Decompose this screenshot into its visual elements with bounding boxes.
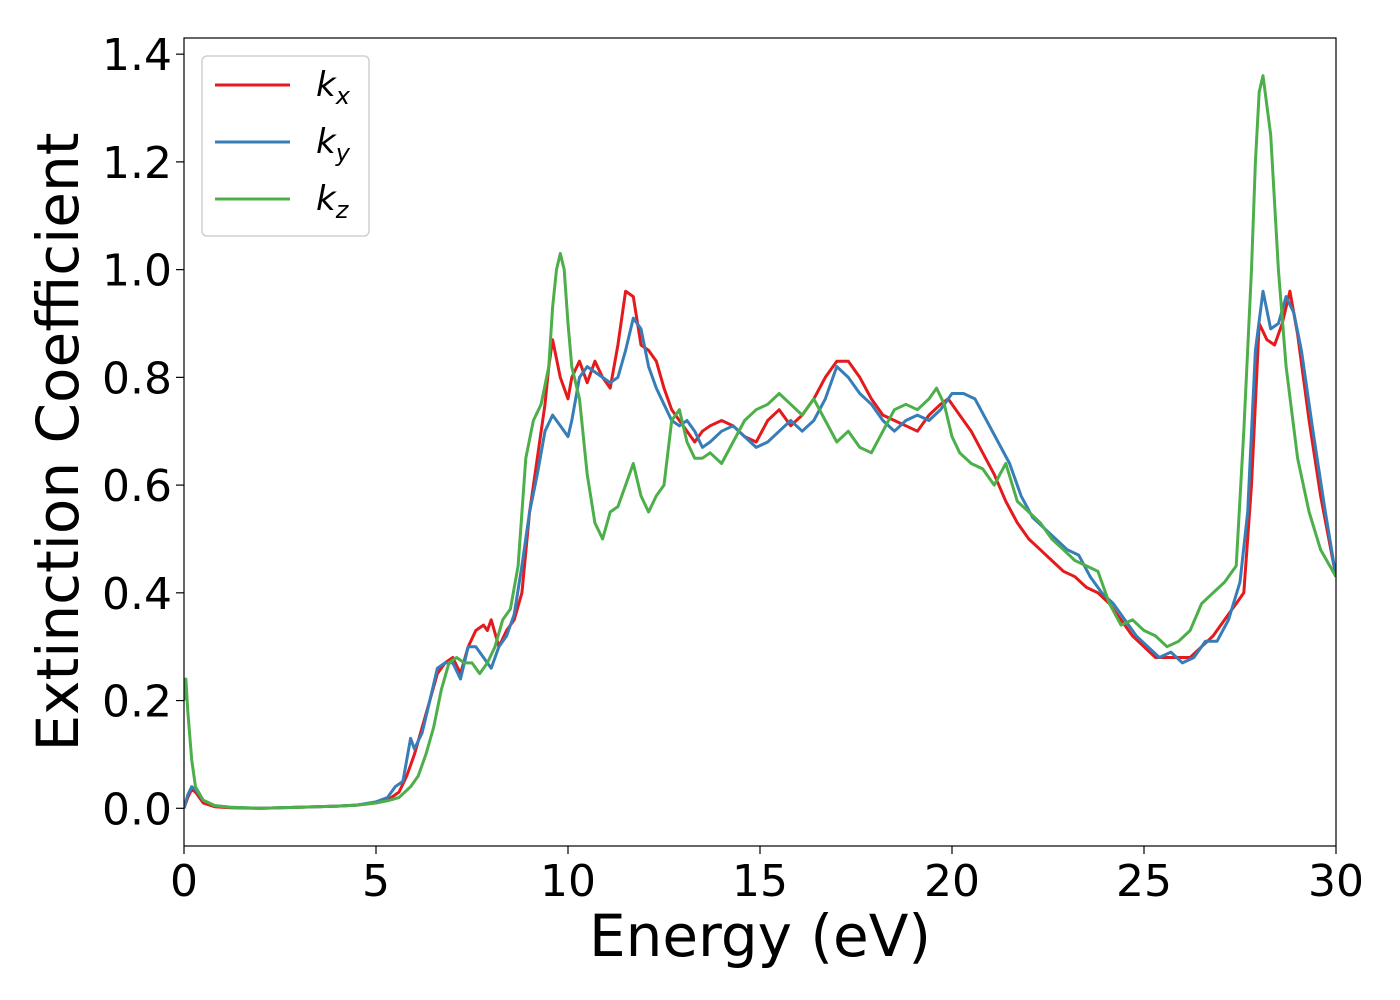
x-tick-label: 15 <box>732 856 788 907</box>
x-tick-label: 30 <box>1308 856 1364 907</box>
x-tick-label: 5 <box>362 856 390 907</box>
legend-box <box>201 55 370 237</box>
y-tick-label: 1.4 <box>102 30 172 81</box>
x-tick-label: 10 <box>540 856 596 907</box>
y-tick-label: 0.2 <box>102 677 172 728</box>
x-axis-ticks: 0 5 10 15 20 25 30 <box>170 846 1364 907</box>
y-tick-label: 0.6 <box>102 461 172 512</box>
x-tick-label: 0 <box>170 856 198 907</box>
x-axis-title: Energy (eV) <box>589 902 931 970</box>
series-line-kz <box>184 74 1336 810</box>
x-tick-label: 20 <box>924 856 980 907</box>
series-line-kx <box>184 289 1336 810</box>
y-axis-title: Extinction Coefficient <box>24 133 92 752</box>
y-tick-label: 0.8 <box>102 353 172 404</box>
plot-series-group <box>184 74 1336 810</box>
y-tick-label: 1.0 <box>102 246 172 297</box>
y-axis-ticks: 0.0 0.2 0.4 0.6 0.8 1.0 1.2 1.4 <box>102 30 184 835</box>
y-tick-label: 0.4 <box>102 569 172 620</box>
series-line-ky <box>184 289 1336 810</box>
x-tick-label: 25 <box>1116 856 1172 907</box>
y-tick-label: 1.2 <box>102 138 172 189</box>
y-tick-label: 0.0 <box>102 784 172 835</box>
